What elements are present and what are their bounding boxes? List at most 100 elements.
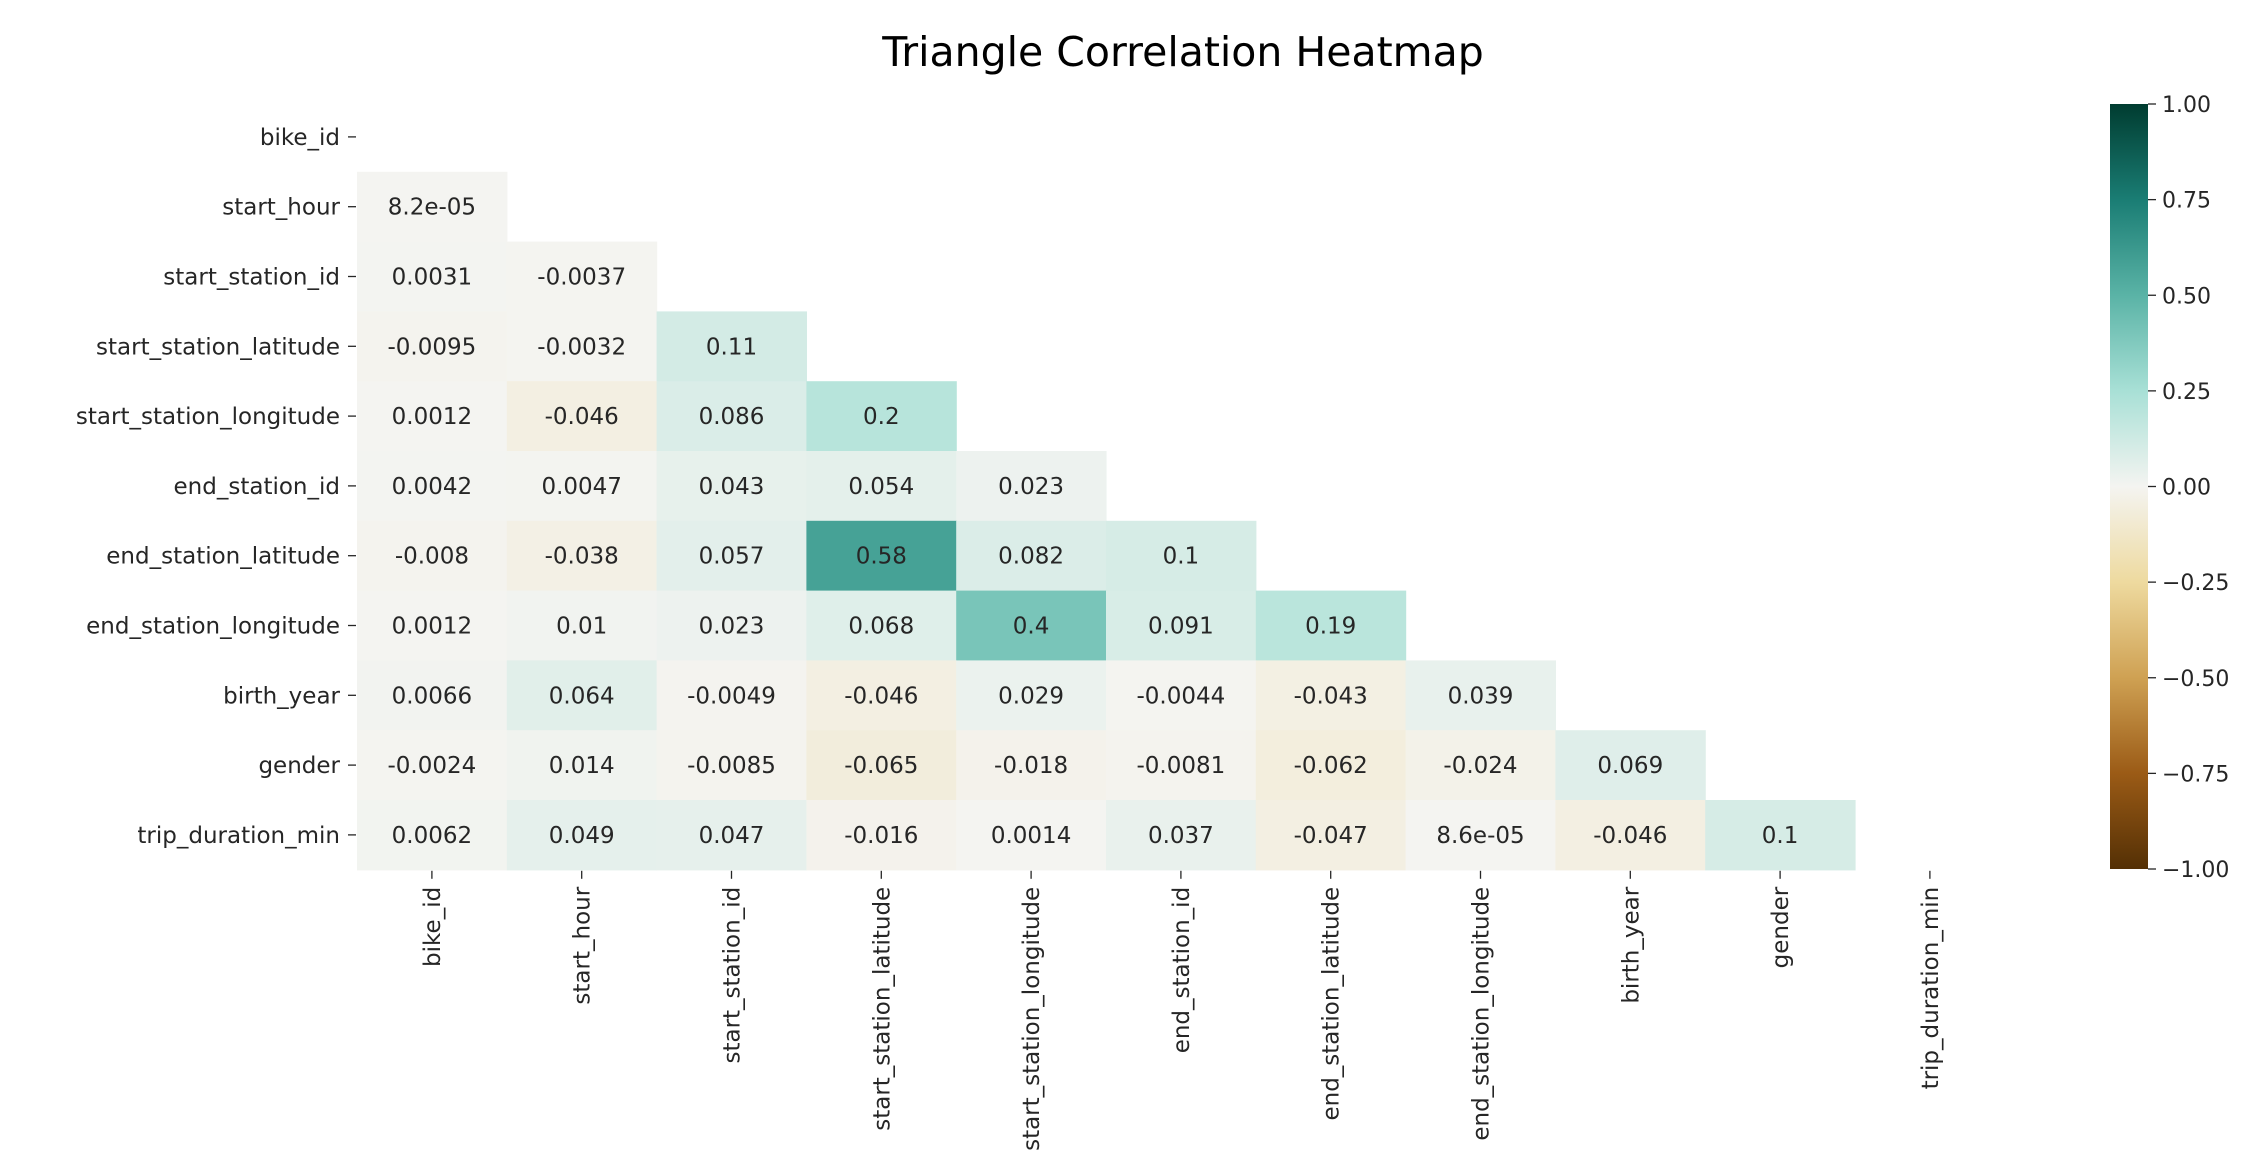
x-tick-label: start_station_id [720,887,746,1064]
heatmap-cell [806,590,957,661]
y-tick-label: bike_id [260,125,340,151]
heatmap-cell [656,590,807,661]
heatmap-cell [1405,660,1556,731]
heatmap-cell [506,451,658,522]
cell-value-label: -0.0081 [1137,753,1226,779]
heatmap-cell [656,800,807,871]
x-tick-label: start_hour [570,886,596,1004]
heatmap-cell [656,311,807,382]
colorbar-tick-label: 0.50 [2162,284,2211,309]
heatmap-cell [956,451,1107,522]
x-tick-label: start_station_latitude [869,887,895,1131]
y-tick-label: start_station_longitude [76,404,340,430]
heatmap-cell [956,800,1107,871]
cell-value-label: -0.0037 [537,265,626,291]
cell-value-label: 0.037 [1148,823,1214,849]
colorbar-tick-label: −0.75 [2162,762,2229,787]
heatmap-cell [656,381,807,452]
cell-value-label: -0.043 [1294,683,1368,709]
cell-value-label: -0.0085 [687,753,776,779]
heatmap-cell [506,660,658,731]
y-tick-label: end_station_longitude [86,614,340,640]
heatmap-cell [1705,800,1856,871]
cell-value-label: 0.064 [549,683,615,709]
heatmap-cell [506,311,658,382]
colorbar-tick-label: −0.25 [2162,571,2229,596]
x-tick-label: gender [1768,886,1794,968]
cell-value-label: 0.057 [699,544,765,570]
cell-value-label: 0.0031 [392,265,472,291]
heatmap-cell [806,520,957,592]
cell-value-label: -0.038 [545,544,619,570]
cell-value-label: 8.2e-05 [388,195,476,221]
heatmap-cell [806,451,957,522]
heatmap-cell [806,660,957,731]
heatmap-cell [806,381,957,452]
heatmap-cell [357,800,508,871]
cell-value-label: -0.046 [1593,823,1667,849]
cell-value-label: -0.008 [395,544,469,570]
heatmap-cell [506,381,658,452]
cell-value-label: 0.049 [549,823,615,849]
y-tick-label: birth_year [223,683,340,709]
cell-value-label: 0.023 [699,614,765,640]
heatmap-cell [956,660,1107,731]
cell-value-label: -0.046 [844,683,918,709]
x-tick-label: birth_year [1618,886,1644,1003]
cell-value-label: 0.039 [1448,683,1514,709]
cell-value-label: 0.11 [706,334,757,360]
heatmap-cell [1106,800,1257,871]
y-tick-label: trip_duration_min [137,823,340,849]
colorbar-tick-label: 0.25 [2162,380,2211,405]
heatmap-cell [1255,800,1407,871]
cell-value-label: 8.6e-05 [1436,823,1524,849]
y-tick-label: start_station_id [163,265,340,291]
cell-value-label: 0.01 [556,614,607,640]
cell-value-label: 0.047 [699,823,765,849]
heatmap-cell [1255,730,1407,801]
heatmap-cell [506,590,658,661]
cell-value-label: -0.0024 [388,753,477,779]
colorbar-tick-label: −1.00 [2162,858,2229,883]
cell-value-label: -0.024 [1443,753,1517,779]
x-tick-label: trip_duration_min [1918,887,1944,1090]
colorbar: 1.00 0.75 0.50 0.25 0.00 −0.25 −0.50 −0.75 −1.00 [2110,93,2229,883]
cell-value-label: 0.068 [848,614,914,640]
cell-value-label: 0.054 [848,474,914,500]
x-tick-label: bike_id [420,887,446,967]
colorbar-tick-label: −0.50 [2162,667,2229,692]
heatmap-cell [506,730,658,801]
cell-value-label: 0.2 [863,404,900,430]
x-tick-label: end_station_id [1169,887,1195,1053]
cell-value-label: 0.014 [549,753,615,779]
cell-value-label: 0.029 [998,683,1064,709]
heatmap-cell [1255,590,1407,661]
heatmap-cell [357,171,508,243]
cell-value-label: -0.062 [1294,753,1368,779]
heatmap-cell [656,730,807,801]
heatmap-cell [357,590,508,661]
heatmap-cell [1106,590,1257,661]
heatmap-cell [656,520,807,592]
colorbar-gradient [2110,104,2148,869]
cell-value-label: -0.065 [844,753,918,779]
heatmap-cell [956,520,1107,592]
cell-value-label: 0.19 [1305,614,1356,640]
cell-value-label: 0.023 [998,474,1064,500]
cell-value-label: -0.0095 [388,334,477,360]
y-tick-label: start_hour [222,195,340,221]
heatmap-cell [956,590,1107,661]
cell-value-label: -0.046 [545,404,619,430]
heatmap-cell [506,800,658,871]
cell-value-label: -0.0044 [1137,683,1226,709]
cell-value-label: 0.0062 [392,823,472,849]
heatmap-cell [357,381,508,452]
y-tick-label: start_station_latitude [96,334,340,360]
heatmap-cells: 8.2e-05 0.0031 -0.0037 -0.0095 -0.0032 0.11 0.… [357,171,1856,871]
cell-value-label: -0.047 [1294,823,1368,849]
heatmap-cell [506,241,658,312]
x-tick-label: end_station_latitude [1319,887,1345,1121]
heatmap-cell [1555,730,1706,801]
colorbar-tick-label: 1.00 [2162,93,2211,118]
cell-value-label: 0.0012 [392,614,472,640]
